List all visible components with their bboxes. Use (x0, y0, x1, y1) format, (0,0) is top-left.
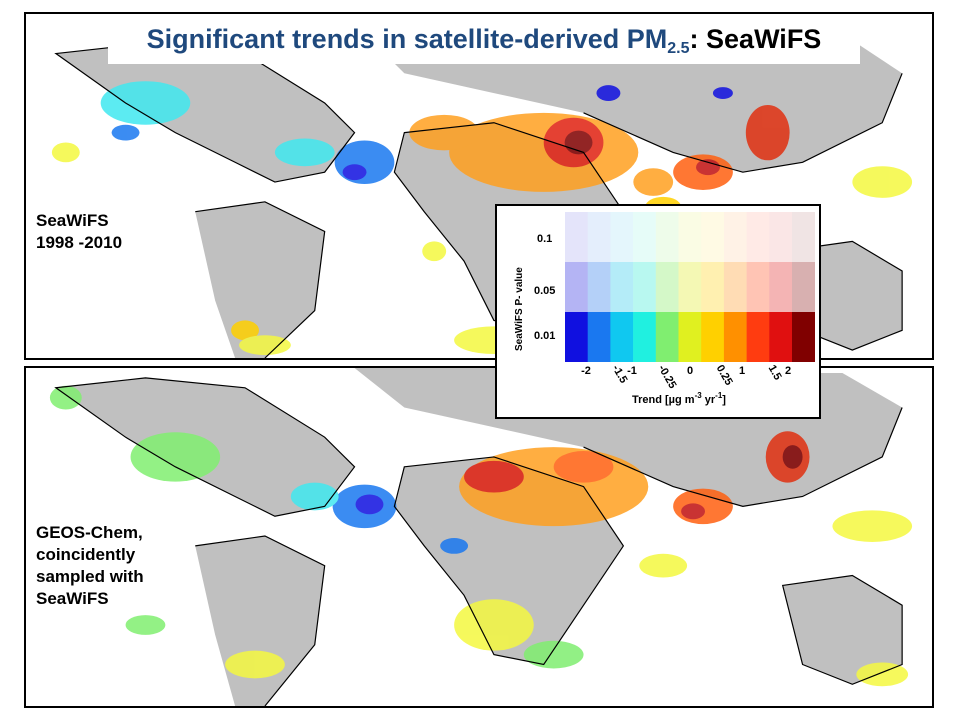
pvalue-label: 0.01 (534, 330, 555, 342)
legend-color-cell (633, 262, 657, 312)
legend-color-cell (723, 312, 747, 362)
legend-color-cell (655, 212, 679, 262)
pvalue-label: 0.1 (537, 233, 552, 245)
legend-color-cell (769, 212, 793, 262)
trend-tick-label: -0.25 (656, 363, 679, 391)
legend-color-cell (610, 262, 634, 312)
legend-color-cell (769, 312, 793, 362)
legend-pvalue-labels: 0.1 0.05 0.01 (534, 233, 555, 342)
legend-color-cell (746, 262, 770, 312)
geos-chem-panel-label: GEOS-Chem, coincidently sampled with Sea… (36, 522, 144, 610)
slide-title: Significant trends in satellite-derived … (108, 14, 860, 64)
x-label-end: ] (722, 394, 726, 406)
legend-color-cell (655, 312, 679, 362)
legend-color-cell (678, 212, 702, 262)
label-line: coincidently (36, 545, 136, 564)
legend-color-cell (587, 212, 611, 262)
x-label-sup2: -1 (715, 391, 723, 400)
legend-color-cell (701, 312, 725, 362)
legend-color-cell (565, 212, 588, 262)
trend-tick-label: -1 (627, 365, 637, 377)
legend-color-cell (792, 212, 815, 262)
legend-y-axis-label: SeaWiFS P- value (514, 267, 525, 351)
legend-x-axis-label: Trend [µg m-3 yr-1] (632, 391, 726, 406)
legend-color-cell (655, 262, 679, 312)
legend-color-cell (701, 262, 725, 312)
label-line: GEOS-Chem, (36, 523, 143, 542)
legend-color-cell (565, 262, 588, 312)
title-subscript: 2.5 (667, 40, 690, 57)
legend-color-cell (792, 312, 815, 362)
seawifs-panel-label: SeaWiFS 1998 -2010 (36, 210, 122, 254)
legend-trend-ticks: -2 -1.5-1 -0.25 0 0.25 1 1.5 2 (581, 363, 791, 391)
x-label-mid: yr (702, 394, 716, 406)
legend-color-grid (565, 212, 815, 362)
trend-tick-label: 0 (687, 365, 693, 377)
legend-color-cell (723, 212, 747, 262)
legend-color-cell (769, 262, 793, 312)
label-line: SeaWiFS (36, 211, 109, 230)
label-line: 1998 -2010 (36, 233, 123, 252)
legend-color-cell (633, 212, 657, 262)
title-main: Significant trends in satellite-derived … (146, 24, 668, 54)
legend-color-cell (678, 312, 702, 362)
legend-color-cell (565, 312, 588, 362)
legend-color-cell (610, 212, 634, 262)
trend-tick-label: 1 (739, 365, 745, 377)
legend-color-cell (587, 312, 611, 362)
legend-svg: SeaWiFS P- value 0.1 0.05 0.01 -2 -1.5-1-… (514, 212, 815, 406)
legend-color-cell (746, 312, 770, 362)
trend-tick-label: 1.5 (766, 363, 784, 382)
legend-color-cell (701, 212, 725, 262)
label-line: SeaWiFS (36, 589, 109, 608)
x-label-base: Trend [µg m (632, 394, 695, 406)
trend-tick-label: 0.25 (714, 363, 735, 388)
legend-color-cell (587, 262, 611, 312)
title-suffix: : SeaWiFS (689, 24, 822, 54)
legend-color-cell (633, 312, 657, 362)
legend-color-cell (723, 262, 747, 312)
legend-color-cell (678, 262, 702, 312)
trend-tick-label: 2 (785, 365, 791, 377)
x-label-sup1: -3 (695, 391, 703, 400)
legend-color-cell (792, 262, 815, 312)
legend-color-cell (610, 312, 634, 362)
trend-pvalue-legend: SeaWiFS P- value 0.1 0.05 0.01 -2 -1.5 -1-… (495, 204, 821, 419)
legend-color-cell (746, 212, 770, 262)
trend-tick-label: -2 (581, 365, 591, 377)
pvalue-label: 0.05 (534, 285, 555, 297)
label-line: sampled with (36, 567, 144, 586)
